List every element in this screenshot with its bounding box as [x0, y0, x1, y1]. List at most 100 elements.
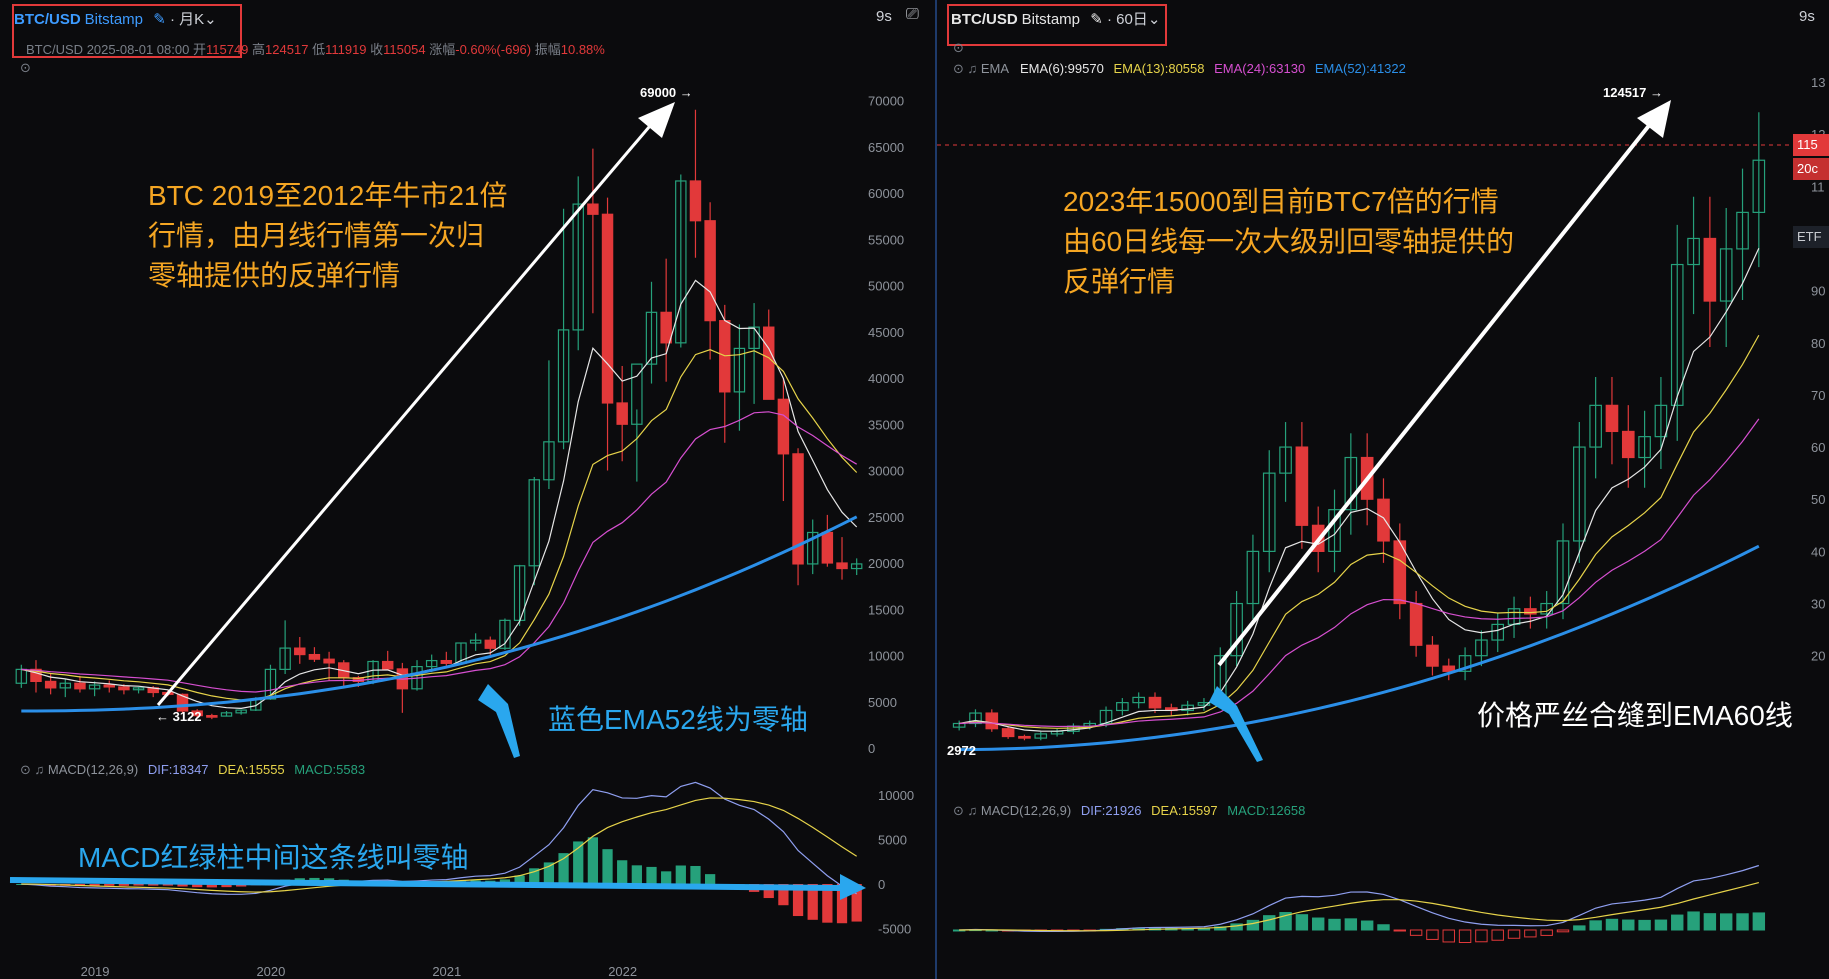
candle-body	[572, 203, 584, 331]
right-chart-svg[interactable]: 203040506070809010111213	[937, 0, 1829, 979]
macd-histogram-bar	[1589, 920, 1602, 931]
ohlc-open-label: 开	[192, 42, 206, 57]
left-macd-value: MACD:5583	[294, 762, 366, 777]
macd-histogram-bar	[221, 884, 232, 888]
right-exchange[interactable]: Bitstamp	[1021, 11, 1081, 28]
candle-body	[763, 326, 775, 400]
ohlc-symbol: BTC/USD	[26, 42, 84, 57]
edit-icon[interactable]: ✎	[153, 11, 166, 28]
candle-body	[381, 660, 394, 670]
right-interval[interactable]: · 60日	[1106, 11, 1148, 28]
collapse-icon[interactable]: ⊙	[953, 40, 964, 55]
bell-icon[interactable]: ⊙ ♫	[953, 61, 978, 76]
left-exchange[interactable]: Bitstamp	[84, 11, 144, 28]
y-tick-label: 15000	[868, 602, 904, 617]
macd-histogram-bar	[792, 884, 804, 917]
candle-body	[528, 479, 540, 567]
candle-body	[30, 668, 42, 682]
candle-body	[132, 687, 145, 691]
bell-icon[interactable]: ⊙ ♫	[953, 803, 978, 818]
right-macd-name: MACD(12,26,9)	[980, 803, 1072, 818]
macd-histogram-bar	[661, 871, 672, 884]
macd-tick-label: 0	[878, 877, 885, 892]
right-refresh[interactable]: 9s	[1799, 8, 1815, 25]
left-macd-name: MACD(12,26,9)	[47, 762, 139, 777]
macd-histogram-bar	[529, 868, 540, 884]
edit-icon[interactable]: ✎	[1090, 11, 1103, 28]
left-annotation-line2: 行情，由月线行情第一次归	[148, 220, 485, 251]
ema-name: EMA	[980, 61, 1009, 76]
macd-histogram-bar	[236, 884, 247, 887]
y-tick-label: 50000	[868, 279, 904, 294]
left-chart-panel[interactable]: BTC/USD Bitstamp ✎ · 月K⌄ 9s ⎚ BTC/USD 202…	[0, 0, 935, 979]
right-chart-panel[interactable]: BTC/USD Bitstamp ✎ · 60日⌄ 9s 20 30 40 50 60 70…	[937, 0, 1829, 979]
y-tick-label: 30	[1811, 597, 1825, 612]
left-symbol[interactable]: BTC/USD	[14, 11, 81, 28]
candle-body	[557, 329, 570, 443]
candle-body	[969, 712, 982, 725]
candle-body	[1524, 608, 1537, 615]
etf-tag[interactable]: ETF	[1793, 226, 1829, 248]
left-refresh[interactable]: 9s	[876, 8, 892, 25]
candle-body	[1605, 404, 1619, 433]
candle-body	[1752, 159, 1766, 213]
left-macd-legend: ⊙ ♫ MACD(12,26,9) DIF:18347 DEA:15555 MA…	[20, 762, 365, 778]
candle-body	[733, 347, 746, 393]
macd-dif-line	[21, 781, 857, 895]
macd-histogram-bar	[573, 841, 584, 884]
macd-histogram-bar	[1654, 919, 1668, 931]
macd-dea-line	[959, 881, 1759, 932]
candle-body	[631, 363, 643, 425]
macd-histogram-bar	[1703, 913, 1717, 931]
chevron-down-icon[interactable]: ⌄	[1147, 11, 1161, 28]
ema6-value: EMA(6):99570	[1019, 61, 1104, 76]
macd-histogram-bar	[851, 884, 862, 922]
candle-body	[1393, 540, 1407, 605]
ema6-line	[21, 279, 858, 710]
candle-body	[1638, 436, 1651, 459]
macd-histogram-bar	[1573, 925, 1586, 931]
macd-histogram-bar	[704, 874, 716, 884]
left-chart-svg[interactable]: 0 5000 10000 15000 20000 25000 30000 35000 40000…	[0, 0, 935, 979]
y-tick-label: 13	[1811, 75, 1825, 90]
candle-body	[1279, 446, 1292, 474]
ema52-line	[959, 544, 1760, 752]
right-peak-label: 124517 →	[1603, 85, 1663, 100]
candle-body	[1001, 728, 1015, 738]
macd-zero-arrow-head	[840, 874, 866, 900]
y-tick-label: 40	[1811, 544, 1825, 559]
screenshot-icon[interactable]: ⎚	[906, 6, 919, 23]
chevron-down-icon[interactable]: ⌄	[204, 11, 217, 28]
ema52-value: EMA(52):41322	[1314, 61, 1406, 76]
macd-histogram-bar	[587, 837, 599, 884]
macd-tick-label: 10000	[878, 788, 914, 803]
macd-histogram-bar	[1671, 914, 1684, 931]
y-tick-label: 20	[1811, 649, 1825, 664]
macd-histogram-bar	[1540, 929, 1553, 936]
macd-histogram-bar	[177, 884, 188, 887]
macd-histogram-bar	[617, 860, 628, 884]
candle-body	[777, 398, 790, 455]
left-interval[interactable]: · 月K	[169, 11, 205, 28]
right-symbol[interactable]: BTC/USD	[951, 11, 1018, 28]
bell-icon[interactable]: ⊙ ♫	[20, 762, 45, 777]
ohlc-change: -0.60%(-696)	[455, 42, 532, 57]
expand-icon[interactable]: ⊙	[20, 60, 31, 75]
panel-divider[interactable]	[935, 0, 937, 979]
macd-histogram-bar	[690, 865, 701, 884]
left-macd-dif: DIF:18347	[147, 762, 209, 777]
macd-histogram-bar	[1507, 929, 1521, 939]
candle-body	[543, 441, 555, 481]
macd-histogram-bar	[1279, 912, 1292, 931]
macd-histogram-bar	[1752, 912, 1766, 931]
right-macd-legend: ⊙ ♫ MACD(12,26,9) DIF:21926 DEA:15597 MA…	[953, 803, 1305, 819]
ema13-line	[959, 334, 1760, 729]
y-tick-label: 90	[1811, 284, 1825, 299]
macd-zero-note: MACD红绿柱中间这条线叫零轴	[78, 842, 469, 873]
candle-body	[748, 326, 760, 349]
right-macd-value: MACD:12658	[1227, 803, 1306, 818]
left-peak-label: 69000 →	[640, 85, 693, 100]
y-tick-label: 30000	[868, 464, 904, 479]
ohlc-amp-label: 振幅	[534, 42, 561, 57]
macd-histogram-bar	[1344, 918, 1358, 931]
